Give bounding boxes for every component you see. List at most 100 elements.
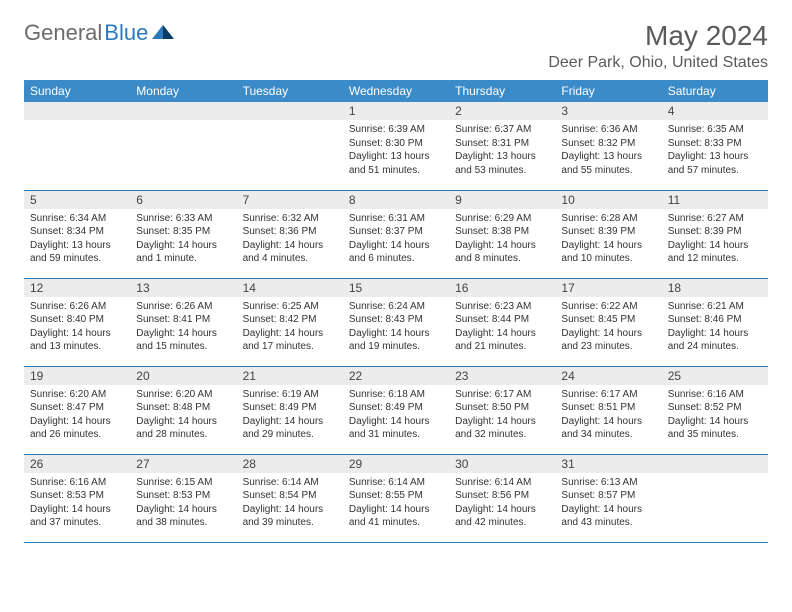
calendar-day-cell: 18Sunrise: 6:21 AMSunset: 8:46 PMDayligh… xyxy=(662,278,768,366)
day-details xyxy=(237,120,343,127)
brand-logo: GeneralBlue xyxy=(24,20,174,46)
daylight-text: Daylight: 14 hours and 15 minutes. xyxy=(136,327,230,354)
calendar-day-cell: 21Sunrise: 6:19 AMSunset: 8:49 PMDayligh… xyxy=(237,366,343,454)
day-details: Sunrise: 6:20 AMSunset: 8:48 PMDaylight:… xyxy=(130,385,236,446)
day-number: 4 xyxy=(662,102,768,120)
daylight-text: Daylight: 14 hours and 42 minutes. xyxy=(455,503,549,530)
day-number: 20 xyxy=(130,367,236,385)
sunrise-text: Sunrise: 6:25 AM xyxy=(243,300,337,314)
daylight-text: Daylight: 14 hours and 4 minutes. xyxy=(243,239,337,266)
sunrise-text: Sunrise: 6:26 AM xyxy=(136,300,230,314)
day-number xyxy=(24,102,130,120)
sunset-text: Sunset: 8:41 PM xyxy=(136,313,230,327)
calendar-day-cell xyxy=(130,102,236,190)
sunset-text: Sunset: 8:51 PM xyxy=(561,401,655,415)
day-details xyxy=(662,473,768,480)
sunrise-text: Sunrise: 6:33 AM xyxy=(136,212,230,226)
sunset-text: Sunset: 8:55 PM xyxy=(349,489,443,503)
month-title: May 2024 xyxy=(548,20,768,52)
day-number: 2 xyxy=(449,102,555,120)
daylight-text: Daylight: 14 hours and 37 minutes. xyxy=(30,503,124,530)
calendar-day-cell: 6Sunrise: 6:33 AMSunset: 8:35 PMDaylight… xyxy=(130,190,236,278)
day-number: 6 xyxy=(130,191,236,209)
sunrise-text: Sunrise: 6:18 AM xyxy=(349,388,443,402)
daylight-text: Daylight: 13 hours and 51 minutes. xyxy=(349,150,443,177)
day-number: 31 xyxy=(555,455,661,473)
daylight-text: Daylight: 14 hours and 41 minutes. xyxy=(349,503,443,530)
sunset-text: Sunset: 8:30 PM xyxy=(349,137,443,151)
sunset-text: Sunset: 8:35 PM xyxy=(136,225,230,239)
day-number: 7 xyxy=(237,191,343,209)
day-details: Sunrise: 6:25 AMSunset: 8:42 PMDaylight:… xyxy=(237,297,343,358)
day-details: Sunrise: 6:22 AMSunset: 8:45 PMDaylight:… xyxy=(555,297,661,358)
calendar-day-cell: 30Sunrise: 6:14 AMSunset: 8:56 PMDayligh… xyxy=(449,454,555,542)
calendar-day-cell: 3Sunrise: 6:36 AMSunset: 8:32 PMDaylight… xyxy=(555,102,661,190)
calendar-day-cell: 24Sunrise: 6:17 AMSunset: 8:51 PMDayligh… xyxy=(555,366,661,454)
calendar-day-cell: 14Sunrise: 6:25 AMSunset: 8:42 PMDayligh… xyxy=(237,278,343,366)
day-number xyxy=(237,102,343,120)
day-number: 22 xyxy=(343,367,449,385)
daylight-text: Daylight: 14 hours and 35 minutes. xyxy=(668,415,762,442)
daylight-text: Daylight: 14 hours and 32 minutes. xyxy=(455,415,549,442)
daylight-text: Daylight: 14 hours and 17 minutes. xyxy=(243,327,337,354)
sunrise-text: Sunrise: 6:29 AM xyxy=(455,212,549,226)
calendar-day-cell: 17Sunrise: 6:22 AMSunset: 8:45 PMDayligh… xyxy=(555,278,661,366)
day-number: 28 xyxy=(237,455,343,473)
brand-part1: General xyxy=(24,20,102,46)
day-details: Sunrise: 6:39 AMSunset: 8:30 PMDaylight:… xyxy=(343,120,449,181)
sunrise-text: Sunrise: 6:20 AM xyxy=(136,388,230,402)
daylight-text: Daylight: 13 hours and 59 minutes. xyxy=(30,239,124,266)
day-details: Sunrise: 6:19 AMSunset: 8:49 PMDaylight:… xyxy=(237,385,343,446)
day-header: Saturday xyxy=(662,80,768,102)
day-details: Sunrise: 6:33 AMSunset: 8:35 PMDaylight:… xyxy=(130,209,236,270)
day-number: 9 xyxy=(449,191,555,209)
day-details xyxy=(24,120,130,127)
sunrise-text: Sunrise: 6:23 AM xyxy=(455,300,549,314)
day-number: 14 xyxy=(237,279,343,297)
location-text: Deer Park, Ohio, United States xyxy=(548,54,768,72)
sunset-text: Sunset: 8:33 PM xyxy=(668,137,762,151)
sunset-text: Sunset: 8:39 PM xyxy=(668,225,762,239)
day-header-row: Sunday Monday Tuesday Wednesday Thursday… xyxy=(24,80,768,102)
day-details: Sunrise: 6:16 AMSunset: 8:52 PMDaylight:… xyxy=(662,385,768,446)
sunrise-text: Sunrise: 6:21 AM xyxy=(668,300,762,314)
calendar-day-cell: 26Sunrise: 6:16 AMSunset: 8:53 PMDayligh… xyxy=(24,454,130,542)
day-number: 19 xyxy=(24,367,130,385)
sunrise-text: Sunrise: 6:39 AM xyxy=(349,123,443,137)
day-details: Sunrise: 6:35 AMSunset: 8:33 PMDaylight:… xyxy=(662,120,768,181)
daylight-text: Daylight: 14 hours and 1 minute. xyxy=(136,239,230,266)
sunrise-text: Sunrise: 6:24 AM xyxy=(349,300,443,314)
brand-mark-icon xyxy=(152,23,174,44)
day-number: 11 xyxy=(662,191,768,209)
sunset-text: Sunset: 8:42 PM xyxy=(243,313,337,327)
day-details: Sunrise: 6:17 AMSunset: 8:51 PMDaylight:… xyxy=(555,385,661,446)
sunrise-text: Sunrise: 6:26 AM xyxy=(30,300,124,314)
sunset-text: Sunset: 8:46 PM xyxy=(668,313,762,327)
day-details: Sunrise: 6:16 AMSunset: 8:53 PMDaylight:… xyxy=(24,473,130,534)
calendar-day-cell: 23Sunrise: 6:17 AMSunset: 8:50 PMDayligh… xyxy=(449,366,555,454)
day-header: Sunday xyxy=(24,80,130,102)
calendar-day-cell: 15Sunrise: 6:24 AMSunset: 8:43 PMDayligh… xyxy=(343,278,449,366)
day-details: Sunrise: 6:17 AMSunset: 8:50 PMDaylight:… xyxy=(449,385,555,446)
day-number xyxy=(130,102,236,120)
day-number: 21 xyxy=(237,367,343,385)
day-number: 18 xyxy=(662,279,768,297)
calendar-week-row: 5Sunrise: 6:34 AMSunset: 8:34 PMDaylight… xyxy=(24,190,768,278)
day-details: Sunrise: 6:14 AMSunset: 8:55 PMDaylight:… xyxy=(343,473,449,534)
day-number: 17 xyxy=(555,279,661,297)
calendar-day-cell: 27Sunrise: 6:15 AMSunset: 8:53 PMDayligh… xyxy=(130,454,236,542)
daylight-text: Daylight: 14 hours and 12 minutes. xyxy=(668,239,762,266)
sunset-text: Sunset: 8:53 PM xyxy=(30,489,124,503)
sunset-text: Sunset: 8:34 PM xyxy=(30,225,124,239)
daylight-text: Daylight: 14 hours and 43 minutes. xyxy=(561,503,655,530)
day-header: Friday xyxy=(555,80,661,102)
daylight-text: Daylight: 13 hours and 53 minutes. xyxy=(455,150,549,177)
day-number xyxy=(662,455,768,473)
sunrise-text: Sunrise: 6:15 AM xyxy=(136,476,230,490)
calendar-day-cell: 13Sunrise: 6:26 AMSunset: 8:41 PMDayligh… xyxy=(130,278,236,366)
sunrise-text: Sunrise: 6:19 AM xyxy=(243,388,337,402)
day-details xyxy=(130,120,236,127)
day-number: 25 xyxy=(662,367,768,385)
day-number: 10 xyxy=(555,191,661,209)
sunrise-text: Sunrise: 6:37 AM xyxy=(455,123,549,137)
